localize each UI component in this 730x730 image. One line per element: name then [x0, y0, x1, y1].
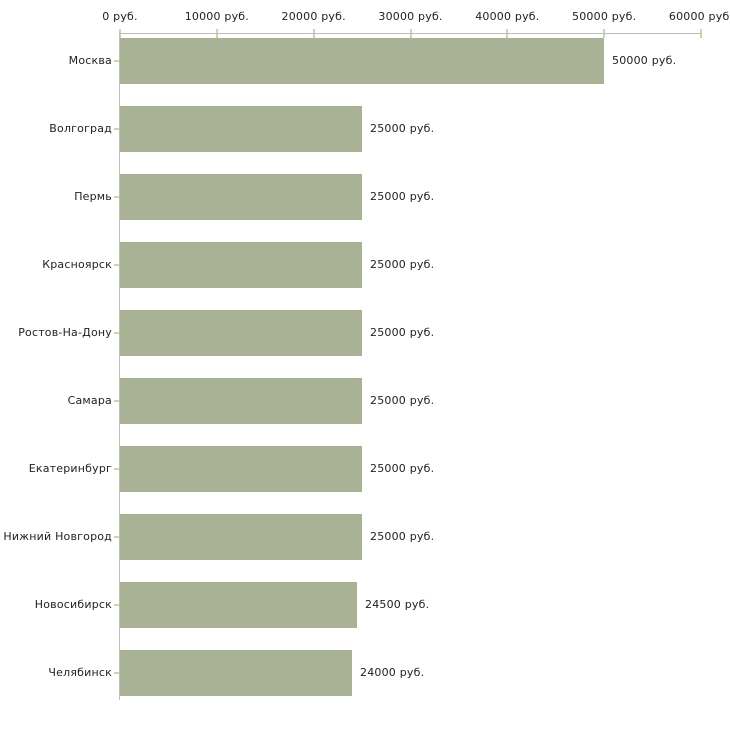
bar — [120, 378, 362, 424]
bar-value-label: 24000 руб. — [360, 666, 425, 679]
bar — [120, 582, 357, 628]
category-tick-mark — [114, 332, 119, 334]
bar — [120, 446, 362, 492]
category-label: Красноярск — [42, 258, 112, 271]
bar — [120, 650, 352, 696]
bar-value-label: 25000 руб. — [370, 190, 435, 203]
category-label: Самара — [67, 394, 112, 407]
category-tick-mark — [114, 468, 119, 470]
bar — [120, 174, 362, 220]
category-tick-mark — [114, 604, 119, 606]
category-label: Ростов-На-Дону — [18, 326, 112, 339]
category-tick-mark — [114, 536, 119, 538]
category-tick-mark — [114, 60, 119, 62]
bar — [120, 514, 362, 560]
x-axis-tick-label: 60000 руб. — [668, 10, 730, 23]
bar-value-label: 25000 руб. — [370, 394, 435, 407]
category-label: Челябинск — [48, 666, 112, 679]
x-axis-tick-mark — [700, 29, 702, 38]
bar-value-label: 25000 руб. — [370, 122, 435, 135]
x-axis-tick-label: 30000 руб. — [378, 10, 443, 23]
category-label: Москва — [68, 54, 112, 67]
category-tick-mark — [114, 128, 119, 130]
x-axis-tick-label: 10000 руб. — [184, 10, 249, 23]
category-label: Пермь — [74, 190, 112, 203]
category-label: Нижний Новгород — [3, 530, 112, 543]
category-label: Волгоград — [49, 122, 112, 135]
bar-value-label: 25000 руб. — [370, 326, 435, 339]
bar-value-label: 25000 руб. — [370, 530, 435, 543]
bar-value-label: 25000 руб. — [370, 462, 435, 475]
category-label: Екатеринбург — [28, 462, 112, 475]
category-tick-mark — [114, 672, 119, 674]
bar-value-label: 50000 руб. — [612, 54, 677, 67]
bar — [120, 38, 604, 84]
category-tick-mark — [114, 264, 119, 266]
category-label: Новосибирск — [34, 598, 112, 611]
y-axis-line — [119, 33, 120, 700]
bar-value-label: 24500 руб. — [365, 598, 430, 611]
category-tick-mark — [114, 400, 119, 402]
x-axis-line — [119, 33, 701, 34]
x-axis-tick-label: 20000 руб. — [281, 10, 346, 23]
bar — [120, 242, 362, 288]
bar-value-label: 25000 руб. — [370, 258, 435, 271]
x-axis-tick-label: 40000 руб. — [475, 10, 540, 23]
bar — [120, 310, 362, 356]
category-tick-mark — [114, 196, 119, 198]
x-axis-tick-label: 50000 руб. — [572, 10, 637, 23]
bar — [120, 106, 362, 152]
x-axis-tick-label: 0 руб. — [102, 10, 138, 23]
